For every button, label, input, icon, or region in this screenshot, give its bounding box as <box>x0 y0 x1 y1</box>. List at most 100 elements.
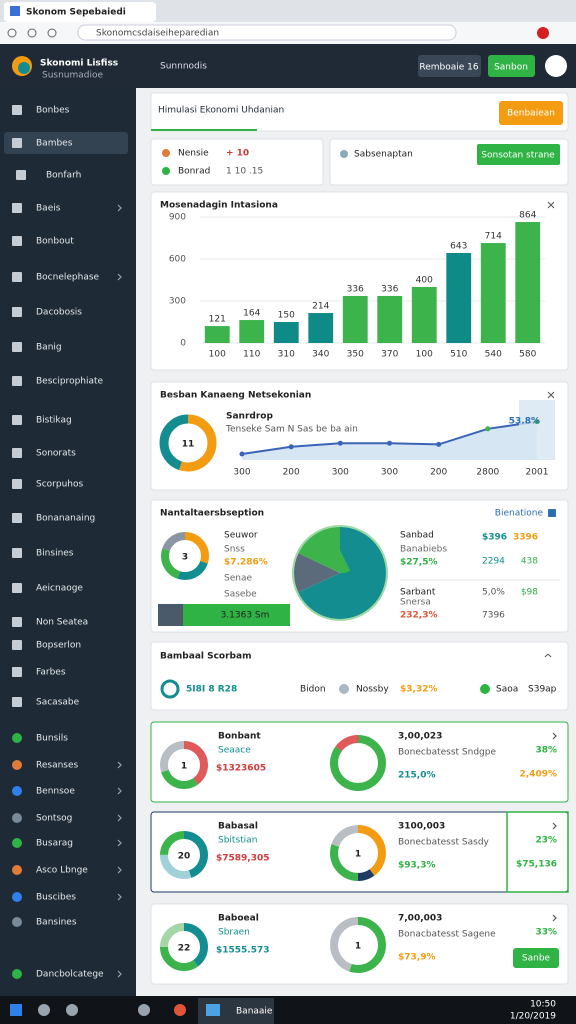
sidebar-item[interactable]: Dancbolcatege <box>36 970 104 980</box>
header-menu[interactable]: Sunnnodis <box>160 62 207 72</box>
sidebar-item[interactable]: Bonbes <box>36 106 70 116</box>
donut-segment <box>159 414 217 472</box>
sidebar-item[interactable]: Baeis <box>36 204 61 214</box>
sidebar-item[interactable]: Bansines <box>36 918 77 928</box>
panel-text: Banabiebs <box>400 545 447 555</box>
sidebar-item[interactable]: Binsines <box>36 549 74 559</box>
sidebar-item[interactable]: Bistikag <box>36 416 72 426</box>
nav-icon[interactable] <box>47 28 57 38</box>
x-tick-label: 100 <box>416 350 433 360</box>
sidebar-item[interactable]: Asco Lbnge <box>36 866 88 876</box>
x-tick-label: 510 <box>450 350 467 360</box>
sidebar-item[interactable]: Bonbout <box>36 237 74 247</box>
status-dot <box>340 150 348 158</box>
sidebar-item[interactable]: Resanses <box>36 761 79 771</box>
line-point <box>387 440 392 446</box>
summary-label: Sabsenaptan <box>354 150 413 160</box>
nav-icon[interactable] <box>7 28 17 38</box>
summary-button[interactable] <box>477 144 560 165</box>
close-icon[interactable] <box>547 391 555 399</box>
title-card <box>150 92 569 132</box>
url-field[interactable] <box>77 24 457 41</box>
summary-label: Bonrad <box>178 167 210 177</box>
sidebar-item[interactable]: Sacasabe <box>36 698 80 708</box>
sidebar-item[interactable]: Bopserlon <box>36 641 81 651</box>
sidebar-item[interactable]: Bocnelephase <box>36 273 100 283</box>
y-tick-label: 900 <box>169 213 186 223</box>
avatar[interactable] <box>545 55 567 77</box>
x-tick-label: 540 <box>485 350 502 360</box>
taskbar-time: 10:50 <box>530 1000 556 1010</box>
summary-value: + 10 <box>226 149 249 159</box>
panel-link[interactable]: Bienatione <box>495 509 544 519</box>
sidebar-item[interactable]: Farbes <box>36 668 66 678</box>
y-tick-label: 600 <box>169 255 186 265</box>
sidebar-item[interactable]: Banig <box>36 343 62 353</box>
metric-button[interactable] <box>513 948 559 968</box>
sidebar-item[interactable]: Sonorats <box>36 449 76 459</box>
sidebar-item[interactable]: Sontsog <box>36 814 72 824</box>
sidebar-icon <box>12 697 22 707</box>
sidebar-item[interactable]: Bunsils <box>36 734 68 744</box>
taskbar-icon[interactable] <box>174 1004 186 1016</box>
bar <box>204 326 230 343</box>
sidebar-item[interactable]: Non Seatea <box>36 618 88 628</box>
line-point <box>436 441 442 447</box>
sidebar-item[interactable]: Dacobosis <box>36 308 82 318</box>
tab-title: Skonom Sepebaiedi <box>26 8 126 18</box>
sidebar-item[interactable]: Bambes <box>36 139 73 149</box>
metric-title: 3100,003 <box>398 822 445 832</box>
status-dot <box>480 684 490 694</box>
chart-title: Mosenadagin Intasiona <box>160 201 278 211</box>
sidebar-item[interactable]: Bonananaing <box>36 514 95 524</box>
metric-button-text[interactable]: Sanbe <box>522 954 551 964</box>
taskbar-icon[interactable] <box>66 1004 78 1016</box>
line-point <box>288 444 294 450</box>
donut-segment <box>330 917 386 973</box>
tab-icon <box>10 6 20 16</box>
sidebar-item[interactable]: Scorpuhos <box>36 480 83 490</box>
chevron-icon <box>552 822 557 830</box>
metric-pct: $73,9% <box>398 953 436 963</box>
bar-value-label: 164 <box>243 309 260 319</box>
panel-text: Sanbad <box>400 531 434 541</box>
score-text: Saoa <box>496 685 518 695</box>
sidebar-item[interactable]: Besciprophiate <box>36 377 104 387</box>
taskbar-icon[interactable] <box>138 1004 150 1016</box>
line-point <box>485 426 491 432</box>
x-tick-label: 100 <box>209 350 226 360</box>
sidebar-icon <box>12 733 22 743</box>
sidebar-icon <box>12 548 22 558</box>
title-button[interactable] <box>499 101 563 125</box>
taskbar-date: 1/20/2019 <box>510 1012 556 1022</box>
header-button[interactable] <box>418 55 481 77</box>
bar <box>273 322 299 343</box>
donut-center: 1 <box>355 942 361 952</box>
metric-label: Babasal <box>218 822 258 832</box>
extension-icon[interactable] <box>537 27 549 39</box>
nav-icon[interactable] <box>27 28 37 38</box>
sidebar-item[interactable]: Bennsoe <box>36 787 75 797</box>
taskbar-icon[interactable] <box>38 1004 50 1016</box>
header-button-primary[interactable] <box>488 55 535 77</box>
sidebar-item[interactable]: Buscibes <box>36 893 76 903</box>
progress-fill <box>183 604 290 626</box>
expand-icon[interactable] <box>544 653 552 658</box>
x-tick-label: 2800 <box>476 468 499 478</box>
sidebar-item[interactable]: Aeicnaoge <box>36 584 83 594</box>
close-icon[interactable] <box>547 201 555 209</box>
chart-subtitle: Sanrdrop <box>226 412 273 422</box>
browser-tab[interactable] <box>4 2 156 22</box>
chevron-icon <box>117 866 122 874</box>
status-dot <box>162 149 170 157</box>
panel-text: 5,0% <box>482 588 505 598</box>
sidebar-item[interactable]: Bonfarh <box>46 171 81 181</box>
metric-pct: $93,3% <box>398 861 436 871</box>
logo-icon-inner <box>18 62 30 74</box>
sidebar-icon <box>12 617 22 627</box>
score-text: Bidon <box>300 685 326 695</box>
panel-text: Senae <box>224 574 252 584</box>
sidebar-item[interactable]: Busarag <box>36 839 73 849</box>
metric-side-top: 33% <box>535 928 557 938</box>
